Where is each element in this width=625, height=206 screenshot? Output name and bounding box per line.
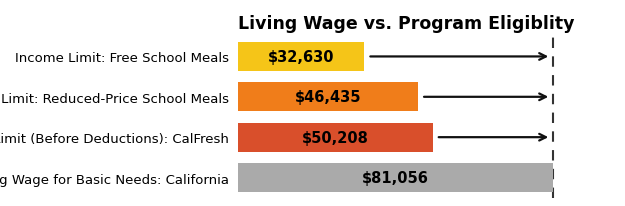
Bar	[238, 83, 418, 112]
Text: Living Wage vs. Program Eligiblity: Living Wage vs. Program Eligiblity	[238, 15, 574, 33]
Bar	[238, 123, 432, 152]
Bar	[238, 43, 364, 72]
Text: $32,630: $32,630	[268, 50, 334, 65]
Text: $46,435: $46,435	[294, 90, 361, 105]
Text: $50,208: $50,208	[302, 130, 369, 145]
Bar	[238, 163, 552, 192]
Text: $81,056: $81,056	[362, 170, 429, 185]
